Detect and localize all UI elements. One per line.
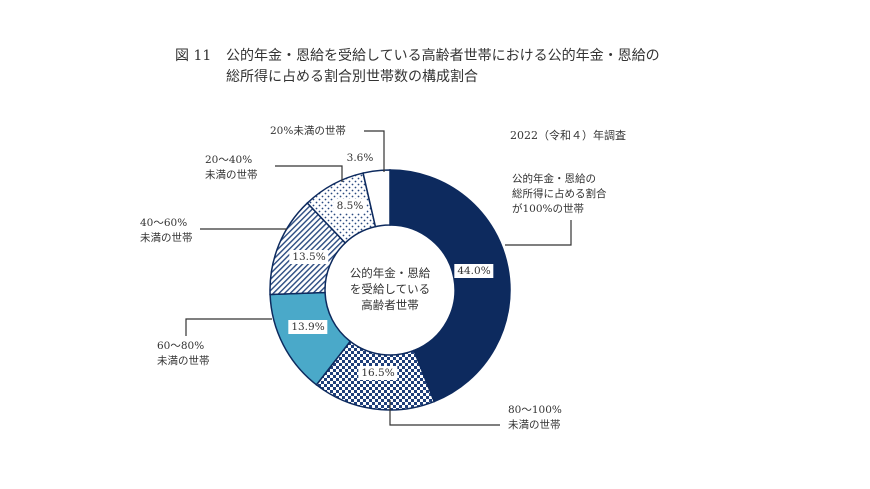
- value-label-80-100: 16.5%: [358, 366, 398, 380]
- slice-under20: [362, 169, 391, 228]
- chart-title-line2: 総所得に占める割合別世帯数の構成割合: [226, 69, 478, 85]
- center-label-line2: を受給している: [349, 282, 431, 296]
- chart-title-line1: 公的年金・恩給を受給している高齢者世帯における公的年金・恩給の: [226, 48, 660, 64]
- leader-line-60-80: [185, 318, 272, 336]
- label-100-line1: 公的年金・恩給の: [512, 173, 596, 185]
- label-40-60-line2: 未満の世帯: [140, 232, 193, 244]
- leader-line-100: [505, 220, 572, 246]
- label-20-40-line1: 20～40%: [205, 154, 253, 166]
- label-100-line2: 総所得に占める割合: [512, 188, 607, 200]
- label-80-100-line2: 未満の世帯: [508, 419, 561, 431]
- label-40-60-line1: 40～60%: [140, 217, 188, 229]
- value-label-60-80: 13.9%: [288, 320, 328, 334]
- slice-100: [389, 169, 511, 403]
- value-label-40-60: 13.5%: [289, 250, 329, 264]
- center-label-line1: 公的年金・恩給: [349, 266, 431, 280]
- leader-line-20-40: [275, 165, 343, 182]
- label-60-80-line2: 未満の世帯: [157, 355, 210, 367]
- label-60-80-line1: 60～80%: [157, 340, 205, 352]
- leader-lines: [185, 130, 572, 426]
- label-20-40-line2: 未満の世帯: [205, 169, 258, 181]
- label-100-line3: が100%の世帯: [512, 203, 585, 215]
- label-80-100-line1: 80～100%: [508, 404, 562, 416]
- value-label-100: 44.0%: [454, 264, 494, 278]
- survey-year: 2022（令和４）年調査: [510, 129, 626, 142]
- leader-line-80-100: [389, 400, 500, 426]
- label-under20: 20%未満の世帯: [270, 125, 346, 137]
- figure-number: 図 11: [175, 48, 212, 64]
- leader-line-under20: [364, 130, 385, 172]
- value-label-under20: 3.6%: [343, 151, 377, 165]
- center-label-line3: 高齢者世帯: [361, 298, 419, 312]
- value-label-20-40: 8.5%: [333, 199, 367, 213]
